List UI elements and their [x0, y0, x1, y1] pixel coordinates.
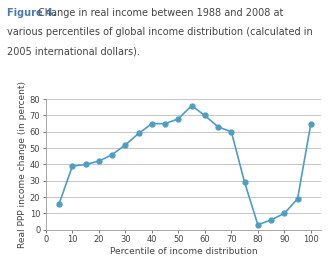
- Text: Figure 4.: Figure 4.: [7, 8, 56, 18]
- Y-axis label: Real PPP income change (in percent): Real PPP income change (in percent): [18, 81, 27, 248]
- Text: 2005 international dollars).: 2005 international dollars).: [7, 47, 139, 57]
- Text: various percentiles of global income distribution (calculated in: various percentiles of global income dis…: [7, 27, 312, 37]
- Text: Change in real income between 1988 and 2008 at: Change in real income between 1988 and 2…: [38, 8, 283, 18]
- X-axis label: Percentile of income distribution: Percentile of income distribution: [110, 247, 257, 256]
